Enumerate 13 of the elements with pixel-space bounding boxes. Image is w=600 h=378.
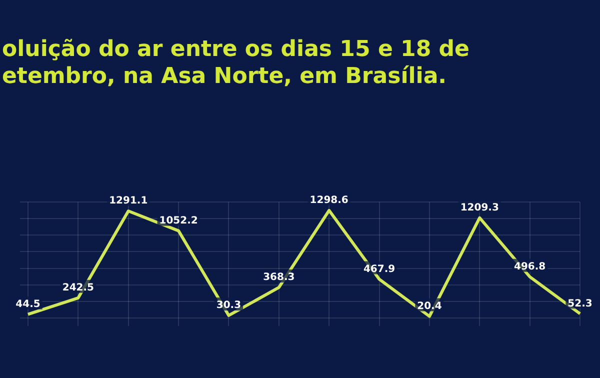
- data-label: 1052.2: [159, 215, 198, 226]
- data-label: 1209.3: [460, 202, 499, 214]
- data-label: 1298.6: [310, 194, 348, 206]
- chart-title: oluição do ar entre os dias 15 e 18 de etembro, na Asa Norte, em Brasília.: [2, 36, 470, 90]
- data-label: 30.3: [216, 300, 242, 312]
- data-label: 20.4: [417, 300, 442, 312]
- data-label: 52.3: [568, 298, 592, 310]
- data-label: 467.9: [363, 264, 396, 275]
- data-label: 496.8: [514, 261, 546, 272]
- data-label: 44.5: [16, 298, 40, 310]
- data-label: 242.5: [62, 282, 94, 294]
- data-label: 1291.1: [109, 196, 148, 207]
- data-label: 368.3: [263, 272, 295, 284]
